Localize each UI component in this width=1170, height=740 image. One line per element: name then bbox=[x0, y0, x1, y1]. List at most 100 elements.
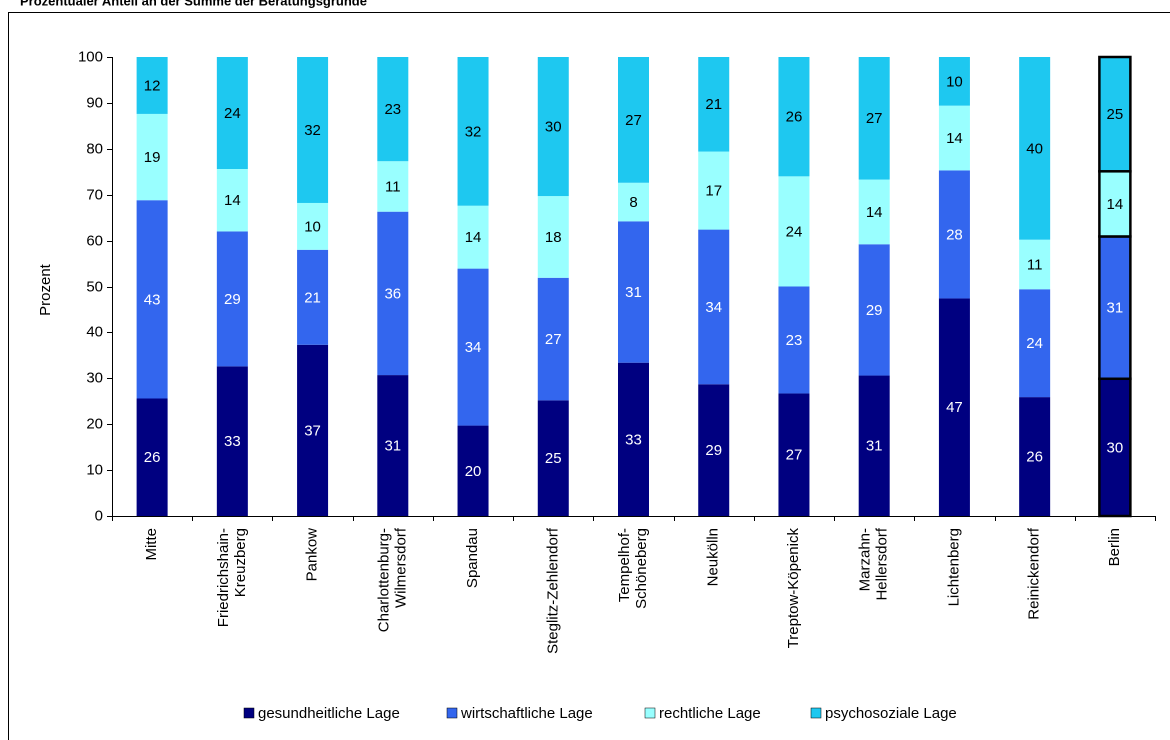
bar-segment bbox=[858, 375, 890, 516]
data-label: 14 bbox=[1107, 196, 1124, 213]
legend-label: gesundheitliche Lage bbox=[258, 705, 400, 722]
bar-segment bbox=[377, 57, 409, 162]
data-label: 21 bbox=[304, 289, 321, 306]
bar-segment bbox=[938, 298, 970, 516]
data-label: 31 bbox=[625, 284, 642, 301]
chart-frame bbox=[8, 12, 1170, 740]
data-label: 34 bbox=[705, 299, 722, 316]
legend-label: wirtschaftliche Lage bbox=[460, 705, 593, 722]
bar-segment bbox=[618, 57, 649, 183]
data-label: 14 bbox=[465, 229, 482, 246]
bar-segment bbox=[457, 268, 489, 426]
data-label: 10 bbox=[304, 218, 321, 235]
y-tick-label: 50 bbox=[86, 278, 103, 295]
y-tick-label: 70 bbox=[86, 186, 103, 203]
data-label: 37 bbox=[304, 422, 321, 439]
data-label: 43 bbox=[144, 291, 161, 308]
bar-segment bbox=[858, 179, 890, 245]
bar-segment bbox=[136, 398, 168, 516]
bar-segment bbox=[377, 161, 409, 212]
bar-segment bbox=[297, 249, 329, 345]
bar-segment bbox=[537, 196, 569, 278]
bar-segment bbox=[216, 168, 248, 232]
data-label: 25 bbox=[545, 450, 562, 467]
data-label: 26 bbox=[786, 109, 803, 126]
data-label: 21 bbox=[705, 96, 722, 113]
data-label: 24 bbox=[786, 223, 803, 240]
data-label: 28 bbox=[946, 226, 963, 243]
bar-segment bbox=[136, 200, 168, 399]
bar-segment bbox=[457, 425, 489, 516]
data-label: 24 bbox=[224, 105, 241, 122]
y-tick-label: 90 bbox=[86, 94, 103, 111]
data-label: 47 bbox=[946, 399, 963, 416]
bar-segment bbox=[1098, 55, 1132, 173]
bar-segment bbox=[216, 366, 248, 516]
y-axis-label: Prozent bbox=[37, 263, 54, 316]
y-tick-label: 20 bbox=[86, 415, 103, 432]
x-tick-label: Steglitz-Zehlendorf bbox=[544, 527, 561, 654]
x-tick-label: Lichtenberg bbox=[945, 528, 962, 606]
bar-segment bbox=[1019, 57, 1051, 240]
chart-title: Prozentualer Anteil an der Summe der Ber… bbox=[20, 0, 367, 8]
y-tick-label: 60 bbox=[86, 232, 103, 249]
data-label: 23 bbox=[786, 332, 803, 349]
data-label: 20 bbox=[465, 463, 482, 480]
data-label: 29 bbox=[705, 442, 722, 459]
bar-segment bbox=[377, 375, 409, 516]
bar-segment bbox=[136, 57, 168, 114]
bar-segment bbox=[938, 105, 970, 171]
data-label: 24 bbox=[1026, 335, 1043, 352]
legend-swatch bbox=[446, 707, 458, 719]
bar-segment bbox=[136, 113, 168, 201]
bar-segment bbox=[618, 221, 649, 363]
bar-segment bbox=[537, 277, 569, 401]
data-label: 27 bbox=[545, 331, 562, 348]
legend-swatch bbox=[243, 707, 255, 719]
y-tick-label: 40 bbox=[86, 323, 103, 340]
bar-segment bbox=[778, 57, 810, 177]
x-tick-label: Marzahn-Hellersdorf bbox=[857, 527, 891, 600]
bar-segment bbox=[698, 229, 730, 385]
data-label: 30 bbox=[545, 119, 562, 136]
bar-segment bbox=[297, 344, 329, 516]
data-label: 14 bbox=[866, 204, 883, 221]
bar-segment bbox=[858, 57, 890, 180]
data-label: 11 bbox=[385, 178, 401, 195]
y-tick-label: 80 bbox=[86, 140, 103, 157]
bar-segment bbox=[216, 57, 248, 169]
legend-swatch bbox=[810, 707, 822, 719]
data-label: 23 bbox=[384, 101, 401, 118]
bar-segment bbox=[778, 393, 810, 516]
y-tick-label: 0 bbox=[95, 507, 103, 524]
bar-segment bbox=[216, 231, 248, 367]
x-tick-label: Tempelhof-Schöneberg bbox=[616, 528, 650, 609]
bar-segment bbox=[698, 384, 730, 516]
data-label: 31 bbox=[1107, 300, 1124, 317]
x-tick-label: Reinickendorf bbox=[1026, 527, 1043, 620]
x-tick-label: Spandau bbox=[464, 528, 481, 588]
data-label: 33 bbox=[625, 431, 642, 448]
bar-segment bbox=[938, 57, 970, 106]
data-label: 32 bbox=[304, 122, 321, 139]
bar-segment bbox=[537, 400, 569, 516]
bar-segment bbox=[698, 57, 730, 152]
data-label: 19 bbox=[144, 149, 161, 166]
bar-segment bbox=[698, 151, 730, 230]
data-label: 17 bbox=[705, 183, 722, 200]
x-tick-label: Pankow bbox=[304, 528, 321, 582]
data-label: 27 bbox=[625, 112, 642, 129]
data-label: 12 bbox=[144, 77, 161, 94]
data-label: 26 bbox=[1026, 449, 1043, 466]
bar-segment bbox=[858, 244, 890, 376]
bar-segment bbox=[1019, 397, 1051, 516]
data-label: 29 bbox=[866, 302, 883, 319]
bar-segment bbox=[297, 57, 329, 203]
data-label: 32 bbox=[465, 123, 482, 140]
data-label: 33 bbox=[224, 433, 241, 450]
data-label: 40 bbox=[1026, 140, 1043, 157]
data-label: 25 bbox=[1107, 106, 1124, 123]
data-label: 27 bbox=[786, 447, 803, 464]
data-label: 8 bbox=[629, 194, 637, 211]
